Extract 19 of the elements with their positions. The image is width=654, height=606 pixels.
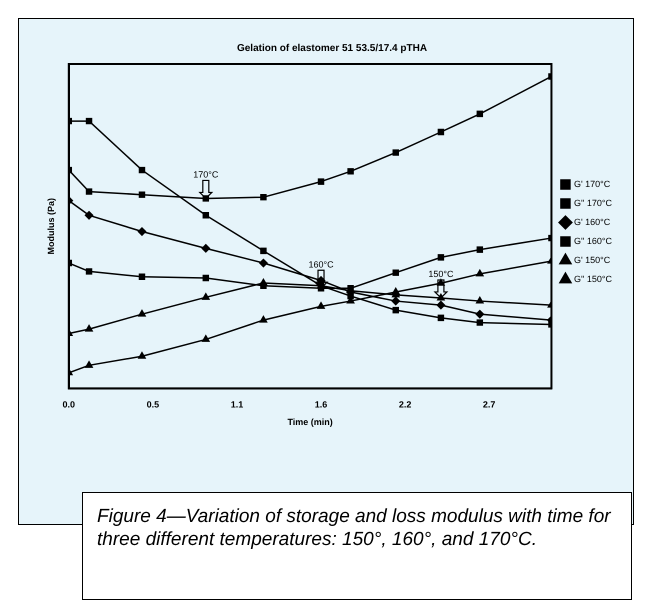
x-axis-title: Time (min) xyxy=(287,417,333,428)
x-tick-label: 2.7 xyxy=(482,399,496,410)
x-tick-label: 0.5 xyxy=(146,399,160,410)
x-tick-label: 0.0 xyxy=(62,399,76,410)
x-tick-label: 1.6 xyxy=(314,399,328,410)
annotation: 150°C xyxy=(428,268,454,279)
legend-label: G' 160°C xyxy=(574,216,611,227)
legend-label: G' 170°C xyxy=(574,178,611,189)
annotation: 160°C xyxy=(308,259,334,270)
chart-title: Gelation of elastomer 51 53.5/17.4 pTHA xyxy=(236,42,428,54)
legend-label: G' 150°C xyxy=(574,254,611,265)
legend-label: G'' 160°C xyxy=(574,236,612,246)
x-tick-label: 1.1 xyxy=(230,399,244,410)
x-tick-label: 2.2 xyxy=(398,399,412,410)
caption: Figure 4—Variation of storage and loss modulus with time for three different temperatures: 150°, 160°, and 170°C. xyxy=(82,492,632,600)
y-axis-title: Modulus (Pa) xyxy=(46,198,56,254)
legend-label: G'' 170°C xyxy=(574,198,612,208)
legend-label: G'' 150°C xyxy=(574,274,612,284)
annotation: 170°C xyxy=(193,169,219,180)
